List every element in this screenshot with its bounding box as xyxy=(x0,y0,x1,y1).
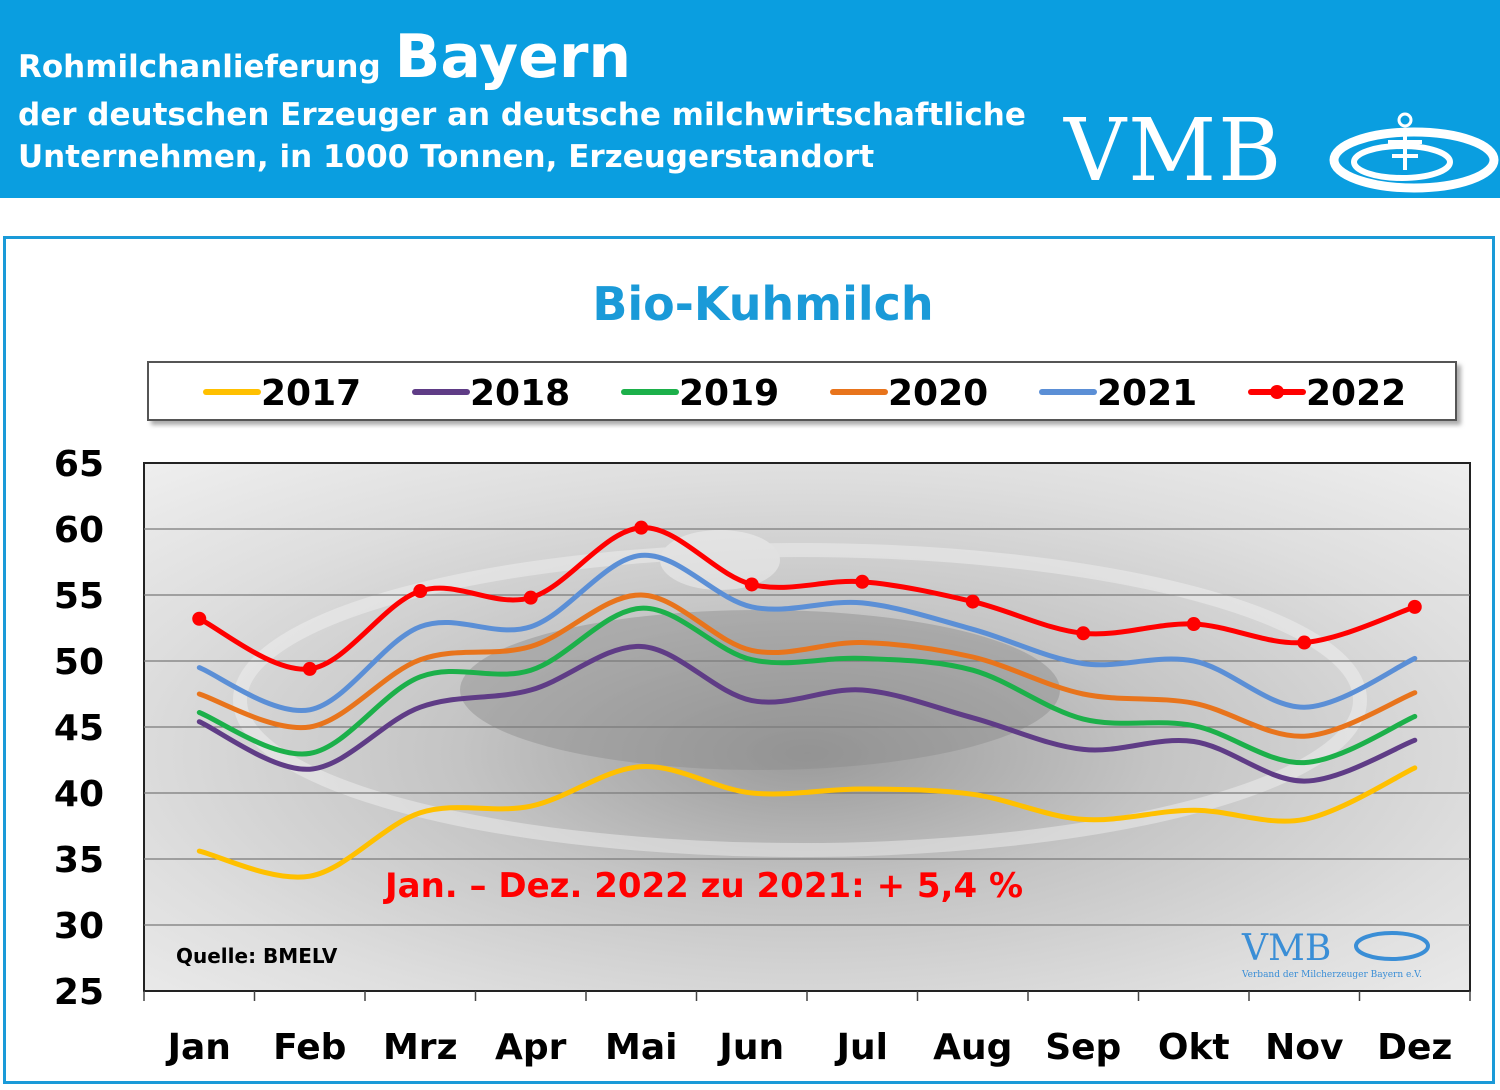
y-tick-label: 45 xyxy=(54,708,104,749)
series-line-2018 xyxy=(196,643,1418,784)
legend: 2017 2018 2019 2020 2021 2022 xyxy=(203,373,1406,414)
header-subtitle-line1: der deutschen Erzeuger an deutsche milch… xyxy=(18,97,1026,133)
y-tick-label: 40 xyxy=(54,774,104,815)
data-point-2022-Apr xyxy=(523,590,538,605)
series-line-2017 xyxy=(196,764,1418,880)
series-lines xyxy=(192,520,1422,880)
chart-title: Bio-Kuhmilch xyxy=(592,277,933,331)
x-tick-label: Mrz xyxy=(383,1027,458,1068)
legend-label: 2019 xyxy=(679,373,779,414)
legend-label: 2021 xyxy=(1097,373,1197,414)
source-label: Quelle: BMELV xyxy=(176,944,338,968)
y-tick-label: 50 xyxy=(54,642,104,683)
legend-item-2017: 2017 xyxy=(203,373,361,414)
data-point-2022-Dez xyxy=(1407,599,1422,614)
vmb-logo: VMB xyxy=(1064,101,1284,201)
data-point-2022-Jan xyxy=(192,611,207,626)
data-point-2022-Feb xyxy=(302,661,317,676)
header-banner: Rohmilchanlieferung Bayern der deutschen … xyxy=(0,0,1500,198)
legend-item-2019: 2019 xyxy=(621,373,779,414)
x-tick-label: Mai xyxy=(605,1027,677,1068)
series-line-2021 xyxy=(196,552,1418,714)
y-tick-label: 65 xyxy=(54,444,104,485)
x-tick-label: Jul xyxy=(834,1027,888,1068)
watermark-emblem-icon xyxy=(1354,931,1430,961)
header-title-region: Bayern xyxy=(394,22,632,92)
x-tick-label: Okt xyxy=(1158,1027,1230,1068)
header-title: Rohmilchanlieferung Bayern xyxy=(18,22,631,92)
y-tick-label: 25 xyxy=(54,972,104,1013)
data-point-2022-Okt xyxy=(1186,617,1201,632)
data-point-2022-Sep xyxy=(1076,626,1091,641)
data-point-2022-Mrz xyxy=(413,584,428,599)
legend-label: 2018 xyxy=(470,373,570,414)
legend-box xyxy=(147,361,1457,421)
data-point-2022-Jul xyxy=(855,574,870,589)
data-point-2022-Mai xyxy=(634,520,649,535)
x-tick-label: Jun xyxy=(716,1027,784,1068)
watermark-logo-text: VMB xyxy=(1241,928,1331,969)
legend-label: 2022 xyxy=(1306,373,1406,414)
y-tick-label: 35 xyxy=(54,840,104,881)
x-axis: Jan Feb Mrz Apr Mai Jun Jul Aug Sep Okt Nov Dez xyxy=(143,991,1471,1068)
legend-item-2018: 2018 xyxy=(412,373,570,414)
x-tick-label: Feb xyxy=(273,1027,346,1068)
y-axis: 65 60 55 50 45 40 35 30 25 xyxy=(54,444,104,1013)
legend-item-2021: 2021 xyxy=(1039,373,1197,414)
y-tick-label: 60 xyxy=(54,510,104,551)
legend-item-2022: 2022 xyxy=(1248,373,1406,414)
chart-frame xyxy=(3,236,1495,1084)
vmb-emblem-icon xyxy=(1329,112,1499,193)
x-tick-label: Dez xyxy=(1377,1027,1452,1068)
x-tick-label: Nov xyxy=(1265,1027,1343,1068)
legend-label: 2017 xyxy=(261,373,361,414)
legend-item-2020: 2020 xyxy=(830,373,988,414)
data-point-2022-Jun xyxy=(744,577,759,592)
x-tick-label: Jan xyxy=(165,1027,231,1068)
y-tick-label: 30 xyxy=(54,906,104,947)
annotation-text: Jan. – Dez. 2022 zu 2021: + 5,4 % xyxy=(383,866,1023,906)
header-subtitle-line2: Unternehmen, in 1000 Tonnen, Erzeugersta… xyxy=(18,139,875,175)
y-tick-label: 55 xyxy=(54,576,104,617)
legend-marker xyxy=(1270,385,1284,399)
x-tick-label: Sep xyxy=(1045,1027,1121,1068)
watermark-logo: VMB Verband der Milcherzeuger Bayern e.V… xyxy=(1241,928,1430,980)
series-line-2019 xyxy=(196,605,1418,766)
data-point-2022-Nov xyxy=(1297,635,1312,650)
legend-label: 2020 xyxy=(888,373,988,414)
watermark-caption: Verband der Milcherzeuger Bayern e.V. xyxy=(1241,970,1422,980)
header-title-prefix: Rohmilchanlieferung xyxy=(18,49,381,85)
series-line-2020 xyxy=(196,592,1418,739)
data-point-2022-Aug xyxy=(965,594,980,609)
x-tick-label: Apr xyxy=(495,1027,567,1068)
x-tick-label: Aug xyxy=(933,1027,1012,1068)
